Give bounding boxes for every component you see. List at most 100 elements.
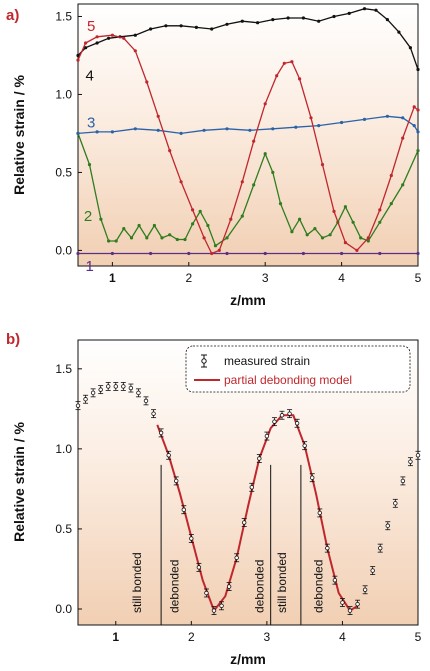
series-2-point xyxy=(298,217,302,221)
series-3-point xyxy=(294,125,298,129)
measured-point xyxy=(98,385,104,395)
y-tick-label: 0.5 xyxy=(55,165,72,179)
series-5-point xyxy=(275,74,279,78)
panel-b-measured-series xyxy=(75,382,421,615)
series-3-point xyxy=(225,127,229,131)
measured-point xyxy=(143,396,149,406)
series-5-point xyxy=(191,208,195,212)
series-2-point xyxy=(416,149,420,153)
series-2-point xyxy=(366,239,370,243)
panel-a-series: 1 2 3 4 5 xyxy=(76,7,420,275)
series-2-point xyxy=(145,236,149,240)
series-5-point xyxy=(240,180,244,184)
measured-point xyxy=(196,562,202,572)
series-1-point xyxy=(149,251,153,256)
series-4-point xyxy=(416,67,420,72)
panel-b-x-ticks: 1 2 3 4 5 xyxy=(112,621,422,644)
panel-b-y-axis-title: Relative strain / % xyxy=(11,422,27,542)
measured-point xyxy=(219,601,225,611)
measured-point xyxy=(158,428,164,438)
measured-point xyxy=(392,498,398,508)
series-2-point xyxy=(278,202,283,206)
measured-point xyxy=(294,418,300,428)
series-2-point xyxy=(87,163,92,167)
series-1-point xyxy=(378,251,382,256)
series-3-point xyxy=(156,128,160,132)
measured-point xyxy=(302,441,308,451)
series-5-point xyxy=(309,116,313,120)
series-4-point xyxy=(385,18,389,22)
series-1-point xyxy=(187,251,191,256)
series-2-point xyxy=(206,223,210,228)
series-5-point xyxy=(412,105,416,109)
measured-point xyxy=(181,505,187,515)
legend: measured strain partial debonding model xyxy=(185,345,411,393)
series-3-point xyxy=(179,131,183,135)
series-5-point xyxy=(298,77,302,81)
series-2-point xyxy=(351,220,355,224)
region-label: still bonded xyxy=(275,552,289,613)
series-4-point xyxy=(301,16,305,20)
panel-a-letter: a) xyxy=(6,7,19,24)
x-tick-label: 4 xyxy=(338,271,345,285)
series-4-point xyxy=(76,53,80,58)
series-2-point xyxy=(401,183,405,187)
series-5-point xyxy=(332,209,336,213)
y-tick-label: 1.0 xyxy=(55,442,72,456)
measured-point xyxy=(241,518,247,527)
series-2-point xyxy=(114,239,118,243)
series-4-point xyxy=(149,27,153,31)
x-tick-label: 2 xyxy=(188,630,195,644)
measured-point xyxy=(355,599,361,609)
measured-point xyxy=(287,409,293,419)
series-5-point xyxy=(320,163,325,167)
measured-point xyxy=(75,401,81,411)
series-5-point xyxy=(122,36,126,40)
measured-point xyxy=(226,582,232,591)
series-5-point xyxy=(355,248,359,252)
measured-point xyxy=(151,409,157,419)
panel-a-y-ticks: 0.0 0.5 1.0 1.5 xyxy=(55,9,82,257)
panel-b-chart: b) 0.0 0.5 1.0 1.5 1 2 3 4 5 still bonded debond… xyxy=(6,331,422,667)
measured-point xyxy=(264,431,270,441)
series-4-point xyxy=(164,24,168,28)
measured-point xyxy=(377,543,383,553)
series-5-point xyxy=(282,61,286,65)
series-1-point xyxy=(416,251,420,256)
series-1-point xyxy=(263,251,267,256)
series-4-point xyxy=(332,14,336,19)
series-5-point xyxy=(95,35,99,39)
series-4-point xyxy=(347,11,351,15)
panel-b-letter: b) xyxy=(6,331,20,348)
x-tick-label: 1 xyxy=(112,630,119,644)
series-2-point xyxy=(271,170,275,174)
x-tick-label: 3 xyxy=(264,630,271,644)
measured-point xyxy=(135,388,141,398)
panel-b-y-ticks: 0.0 0.5 1.0 1.5 xyxy=(55,362,82,616)
y-tick-label: 1.5 xyxy=(55,362,72,376)
series-3-point xyxy=(362,117,367,121)
series-3-point xyxy=(412,124,416,128)
series-3-point xyxy=(401,116,405,120)
series-4-point xyxy=(256,21,260,25)
series-2-point xyxy=(152,223,156,228)
x-tick-label: 4 xyxy=(339,630,346,644)
series-2-label: 2 xyxy=(84,208,92,225)
y-tick-label: 0.0 xyxy=(55,602,72,616)
series-5-label: 5 xyxy=(87,18,95,35)
series-2-point xyxy=(252,183,256,187)
panel-a-y-axis-title: Relative strain / % xyxy=(11,75,27,195)
series-3-point xyxy=(133,127,137,131)
series-2-point xyxy=(359,236,363,240)
x-tick-label: 3 xyxy=(262,271,269,285)
measured-point xyxy=(385,521,391,531)
series-2-point xyxy=(263,152,267,156)
measured-point xyxy=(128,383,134,393)
series-4-point xyxy=(84,46,88,50)
region-label: debonded xyxy=(252,560,266,613)
series-2-point xyxy=(198,209,202,213)
measured-point xyxy=(249,482,255,492)
panel-b-region-dividers xyxy=(160,464,302,625)
series-5-point xyxy=(133,49,137,53)
measured-point xyxy=(271,417,277,427)
